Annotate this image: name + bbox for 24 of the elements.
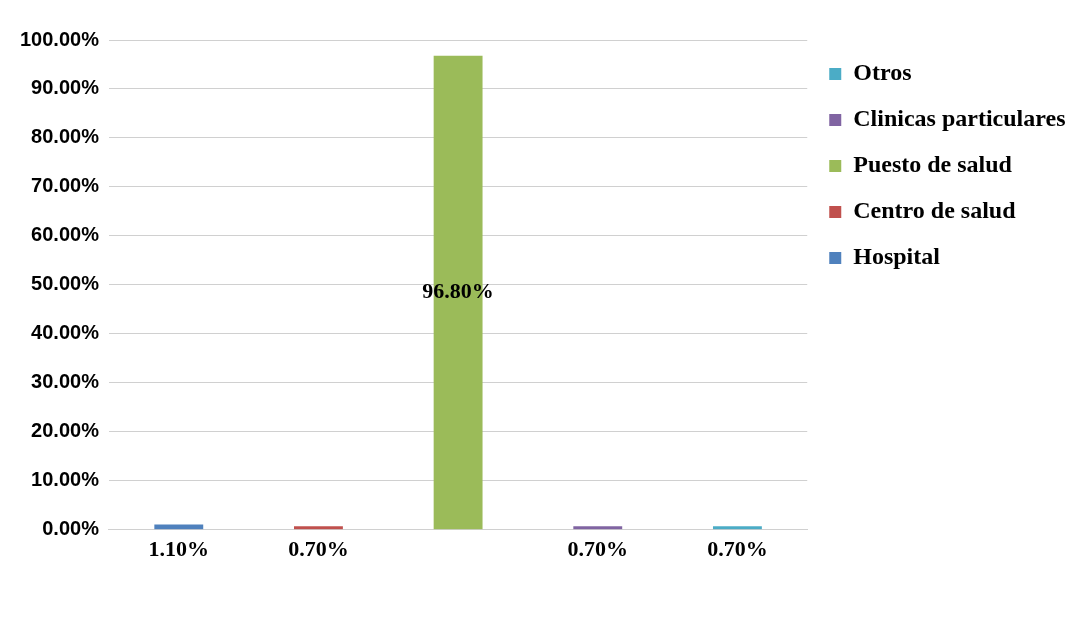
data-label: 0.70% <box>707 535 768 561</box>
legend-label: Otros <box>853 59 912 86</box>
legend-label: Centro de salud <box>853 197 1017 224</box>
legend-label: Hospital <box>853 243 941 270</box>
y-tick-label: 30.00% <box>31 370 100 393</box>
bar <box>573 526 623 530</box>
legend-label: Puesto de salud <box>853 151 1013 178</box>
y-tick-label: 40.00% <box>31 321 100 344</box>
bar <box>712 526 762 530</box>
data-label: 0.70% <box>567 535 629 561</box>
bar <box>294 526 343 530</box>
bar <box>154 524 204 530</box>
y-tick-label: 90.00% <box>31 76 100 99</box>
y-tick-label: 10.00% <box>31 468 100 491</box>
y-tick-label: 60.00% <box>31 223 100 246</box>
y-tick-label: 0.00% <box>42 517 100 540</box>
y-tick-label: 80.00% <box>31 125 100 148</box>
y-tick-label: 20.00% <box>31 419 100 442</box>
data-label: 1.10% <box>148 535 210 561</box>
data-label: 0.70% <box>288 535 349 561</box>
y-tick-label: 50.00% <box>31 272 100 295</box>
y-tick-label: 100.00% <box>19 27 100 50</box>
legend-label: Clinicas particulares <box>853 105 1066 132</box>
y-tick-label: 70.00% <box>31 174 100 197</box>
